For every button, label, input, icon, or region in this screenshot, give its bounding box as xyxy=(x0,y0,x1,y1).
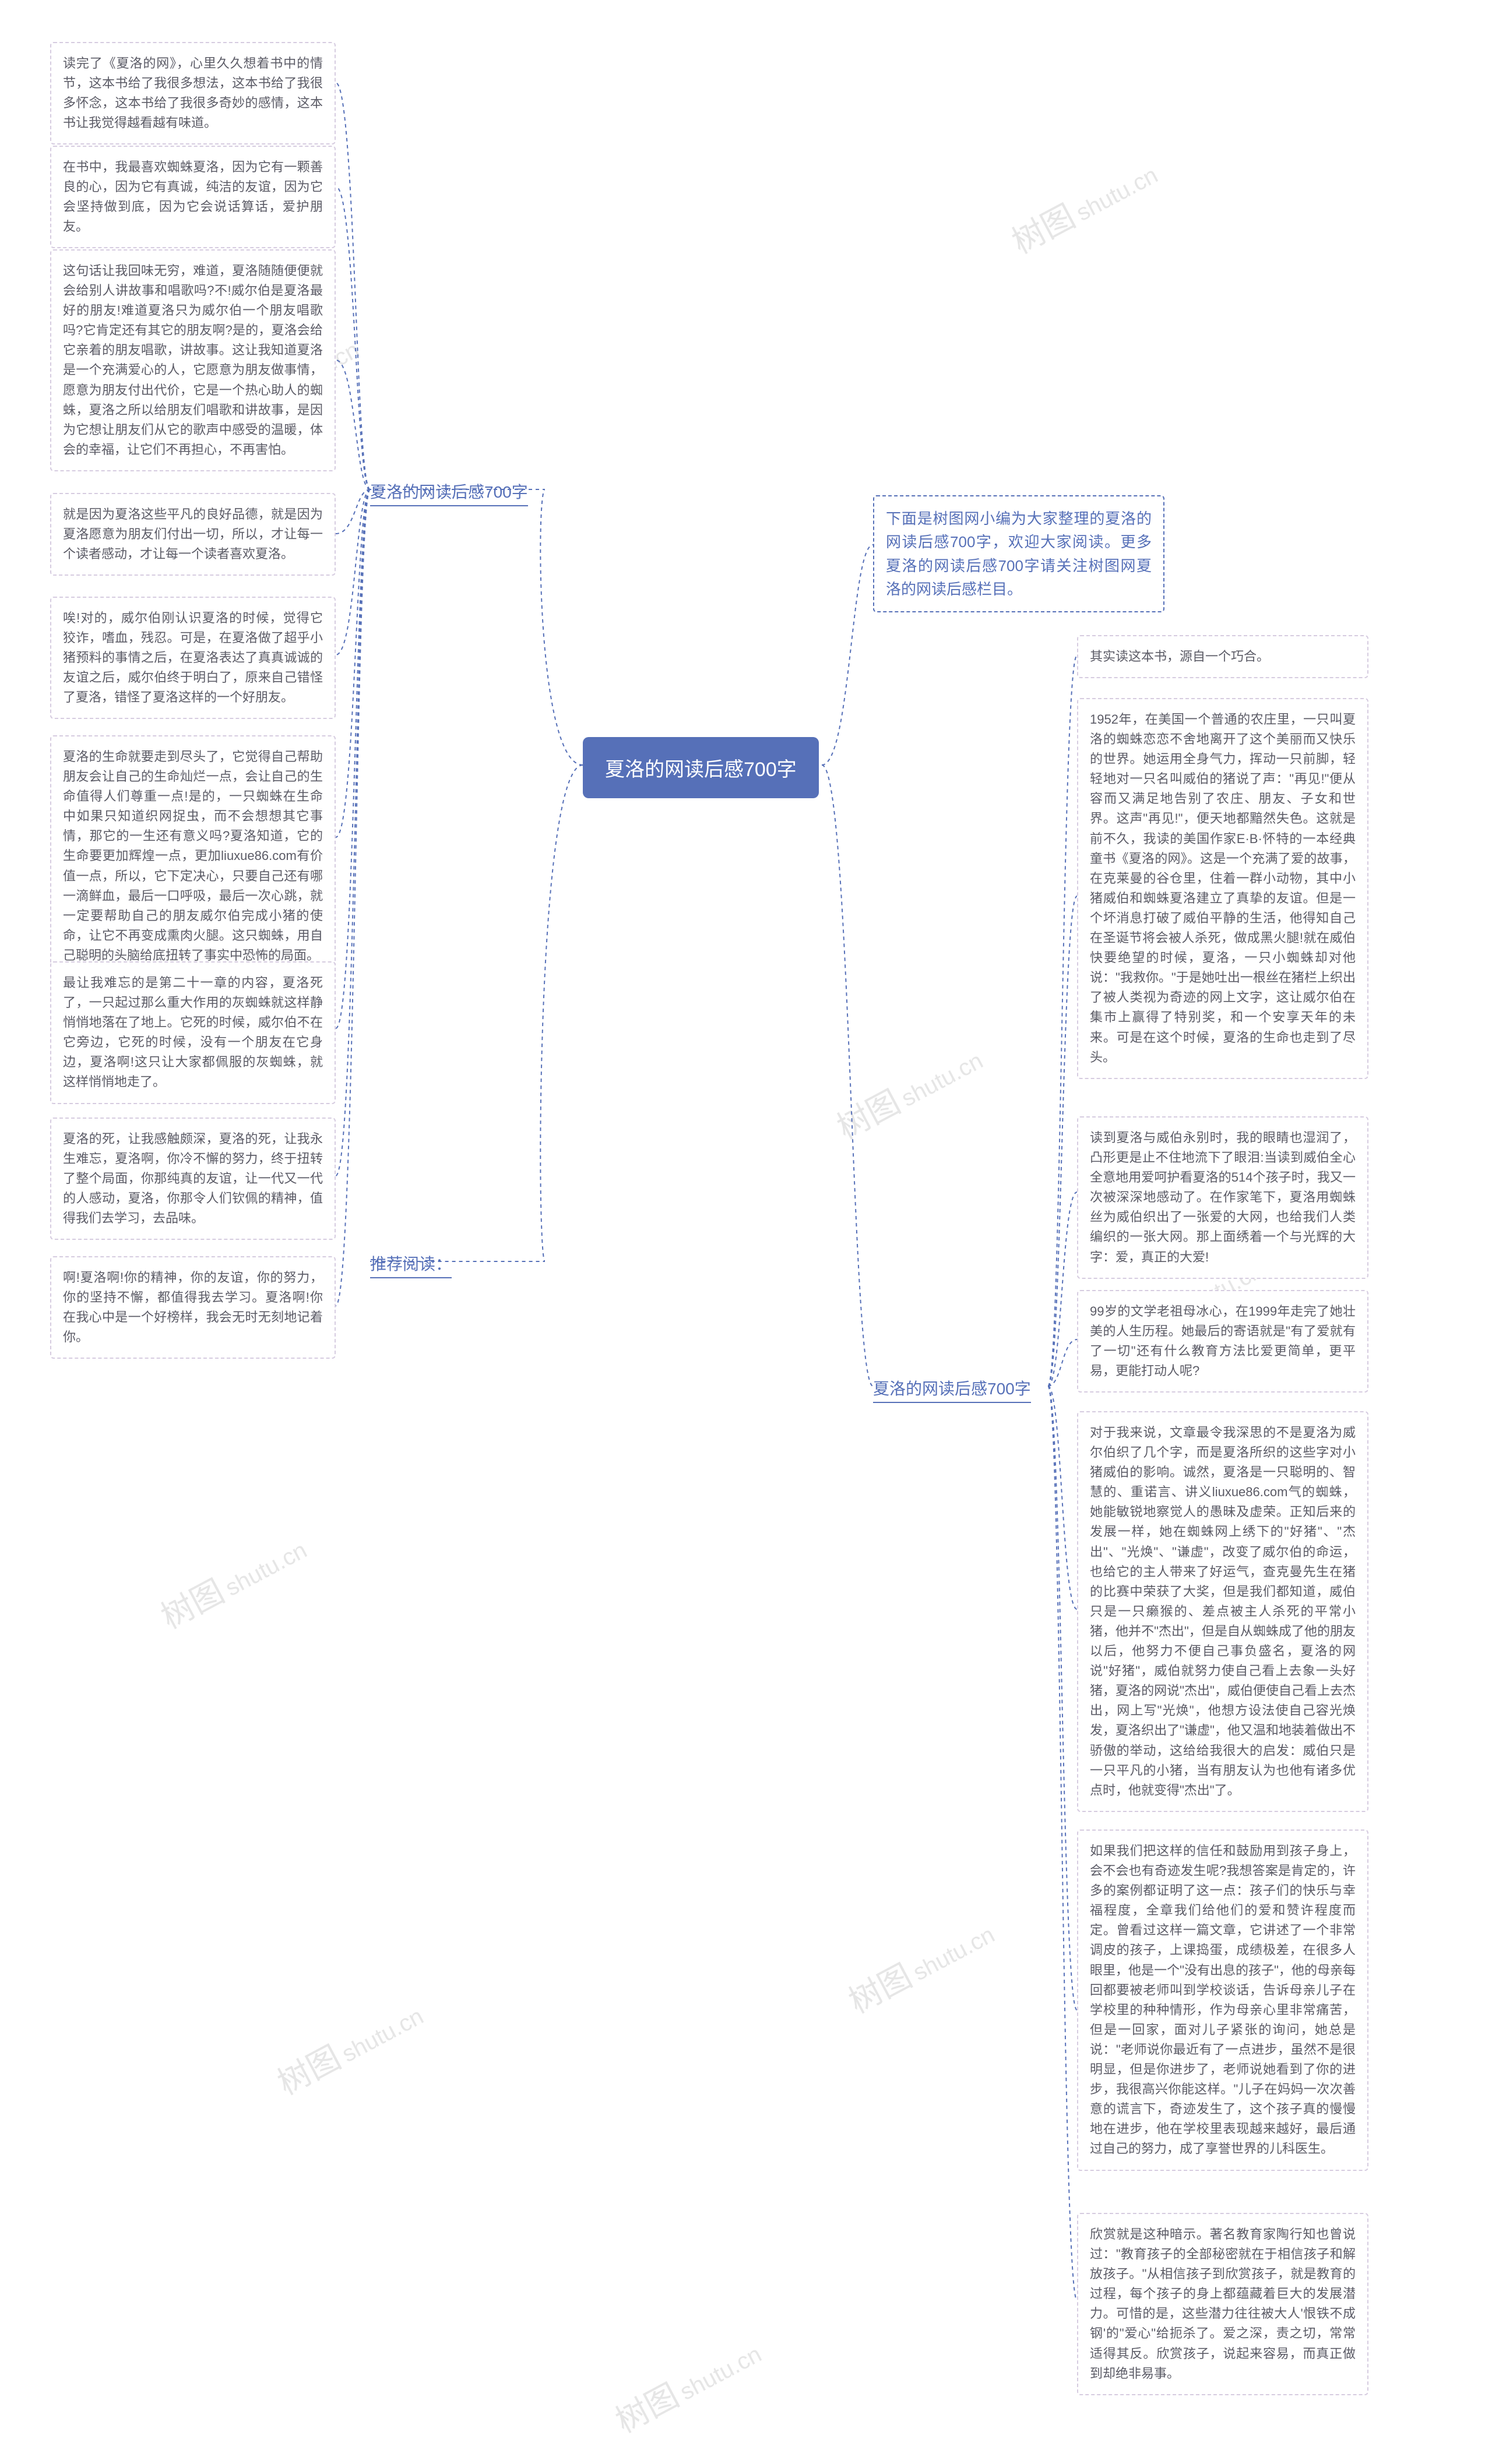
left-card[interactable]: 在书中，我最喜欢蜘蛛夏洛，因为它有一颗善良的心，因为它有真诚，纯洁的友谊，因为它… xyxy=(50,146,336,248)
left-card[interactable]: 唉!对的，威尔伯刚认识夏洛的时候，觉得它狡诈，嗜血，残忍。可是，在夏洛做了超乎小… xyxy=(50,597,336,719)
left-card[interactable]: 夏洛的死，让我感触颇深，夏洛的死，让我永生难忘，夏洛啊，你冷不懈的努力，终于扭转… xyxy=(50,1118,336,1240)
card-text: 对于我来说，文章最令我深思的不是夏洛为威尔伯织了几个字，而是夏洛所织的这些字对小… xyxy=(1090,1425,1356,1797)
right-card[interactable]: 其实读这本书，源自一个巧合。 xyxy=(1077,635,1368,678)
left-card[interactable]: 这句话让我回味无穷，难道，夏洛随随便便就会给别人讲故事和唱歌吗?不!威尔伯是夏洛… xyxy=(50,249,336,471)
right-card[interactable]: 如果我们把这样的信任和鼓励用到孩子身上，会不会也有奇迹发生呢?我想答案是肯定的，… xyxy=(1077,1830,1368,2171)
card-text: 读到夏洛与威伯永别时，我的眼睛也湿润了，凸形更是止不住地流下了眼泪:当读到威伯全… xyxy=(1090,1130,1356,1264)
left-card[interactable]: 读完了《夏洛的网》，心里久久想着书中的情节，这本书给了我很多想法，这本书给了我很… xyxy=(50,42,336,144)
left-branch-2[interactable]: 推荐阅读： xyxy=(370,1252,452,1277)
watermark: 树图shutu.cn xyxy=(828,1033,989,1149)
card-text: 如果我们把这样的信任和鼓励用到孩子身上，会不会也有奇迹发生呢?我想答案是肯定的，… xyxy=(1090,1843,1356,2156)
card-text: 1952年，在美国一个普通的农庄里，一只叫夏洛的蜘蛛恋恋不舍地离开了这个美丽而又… xyxy=(1090,712,1356,1064)
left-card[interactable]: 夏洛的生命就要走到尽头了，它觉得自己帮助朋友会让自己的生命灿烂一点，会让自己的生… xyxy=(50,735,336,977)
card-text: 下面是树图网小编为大家整理的夏洛的网读后感700字，欢迎大家阅读。更多夏洛的网读… xyxy=(886,510,1152,598)
watermark: 树图shutu.cn xyxy=(268,1989,430,2105)
card-text: 这句话让我回味无穷，难道，夏洛随随便便就会给别人讲故事和唱歌吗?不!威尔伯是夏洛… xyxy=(63,263,323,457)
left-branch-1-label: 夏洛的网读后感700字 xyxy=(370,483,528,501)
card-text: 唉!对的，威尔伯刚认识夏洛的时候，觉得它狡诈，嗜血，残忍。可是，在夏洛做了超乎小… xyxy=(63,611,323,704)
watermark: 树图shutu.cn xyxy=(839,1907,1001,2023)
watermark: 树图shutu.cn xyxy=(152,1522,313,1638)
card-text: 读完了《夏洛的网》，心里久久想着书中的情节，这本书给了我很多想法，这本书给了我很… xyxy=(63,56,323,130)
right-branch-1[interactable]: 夏洛的网读后感700字 xyxy=(873,1376,1031,1402)
card-text: 就是因为夏洛这些平凡的良好品德，就是因为夏洛愿意为朋友们付出一切，所以，才让每一… xyxy=(63,507,323,561)
left-card[interactable]: 啊!夏洛啊!你的精神，你的友谊，你的努力，你的坚持不懈，都值得我去学习。夏洛啊!… xyxy=(50,1256,336,1359)
watermark: 树图shutu.cn xyxy=(606,2326,768,2442)
card-text: 啊!夏洛啊!你的精神，你的友谊，你的努力，你的坚持不懈，都值得我去学习。夏洛啊!… xyxy=(63,1270,323,1344)
card-text: 在书中，我最喜欢蜘蛛夏洛，因为它有一颗善良的心，因为它有真诚，纯洁的友谊，因为它… xyxy=(63,160,323,234)
left-branch-1[interactable]: 夏洛的网读后感700字 xyxy=(370,480,528,505)
card-text: 99岁的文学老祖母冰心，在1999年走完了她壮美的人生历程。她最后的寄语就是"有… xyxy=(1090,1304,1356,1378)
right-card[interactable]: 欣赏就是这种暗示。著名教育家陶行知也曾说过："教育孩子的全部秘密就在于相信孩子和… xyxy=(1077,2213,1368,2395)
right-card[interactable]: 对于我来说，文章最令我深思的不是夏洛为威尔伯织了几个字，而是夏洛所织的这些字对小… xyxy=(1077,1411,1368,1812)
right-branch-1-label: 夏洛的网读后感700字 xyxy=(873,1380,1031,1398)
card-text: 最让我难忘的是第二十一章的内容，夏洛死了，一只起过那么重大作用的灰蜘蛛就这样静悄… xyxy=(63,975,323,1089)
right-card[interactable]: 99岁的文学老祖母冰心，在1999年走完了她壮美的人生历程。她最后的寄语就是"有… xyxy=(1077,1290,1368,1393)
left-card[interactable]: 最让我难忘的是第二十一章的内容，夏洛死了，一只起过那么重大作用的灰蜘蛛就这样静悄… xyxy=(50,961,336,1104)
card-text: 夏洛的生命就要走到尽头了，它觉得自己帮助朋友会让自己的生命灿烂一点，会让自己的生… xyxy=(63,749,323,963)
right-intro-card[interactable]: 下面是树图网小编为大家整理的夏洛的网读后感700字，欢迎大家阅读。更多夏洛的网读… xyxy=(873,495,1164,612)
card-text: 其实读这本书，源自一个巧合。 xyxy=(1090,649,1269,664)
right-card[interactable]: 读到夏洛与威伯永别时，我的眼睛也湿润了，凸形更是止不住地流下了眼泪:当读到威伯全… xyxy=(1077,1116,1368,1279)
left-card[interactable]: 就是因为夏洛这些平凡的良好品德，就是因为夏洛愿意为朋友们付出一切，所以，才让每一… xyxy=(50,493,336,576)
right-card[interactable]: 1952年，在美国一个普通的农庄里，一只叫夏洛的蜘蛛恋恋不舍地离开了这个美丽而又… xyxy=(1077,698,1368,1079)
center-title: 夏洛的网读后感700字 xyxy=(605,759,797,781)
watermark: 树图shutu.cn xyxy=(1002,147,1164,263)
left-branch-2-label: 推荐阅读： xyxy=(370,1255,452,1273)
center-topic[interactable]: 夏洛的网读后感700字 xyxy=(583,737,819,798)
card-text: 欣赏就是这种暗示。著名教育家陶行知也曾说过："教育孩子的全部秘密就在于相信孩子和… xyxy=(1090,2227,1356,2381)
card-text: 夏洛的死，让我感触颇深，夏洛的死，让我永生难忘，夏洛啊，你冷不懈的努力，终于扭转… xyxy=(63,1131,323,1225)
